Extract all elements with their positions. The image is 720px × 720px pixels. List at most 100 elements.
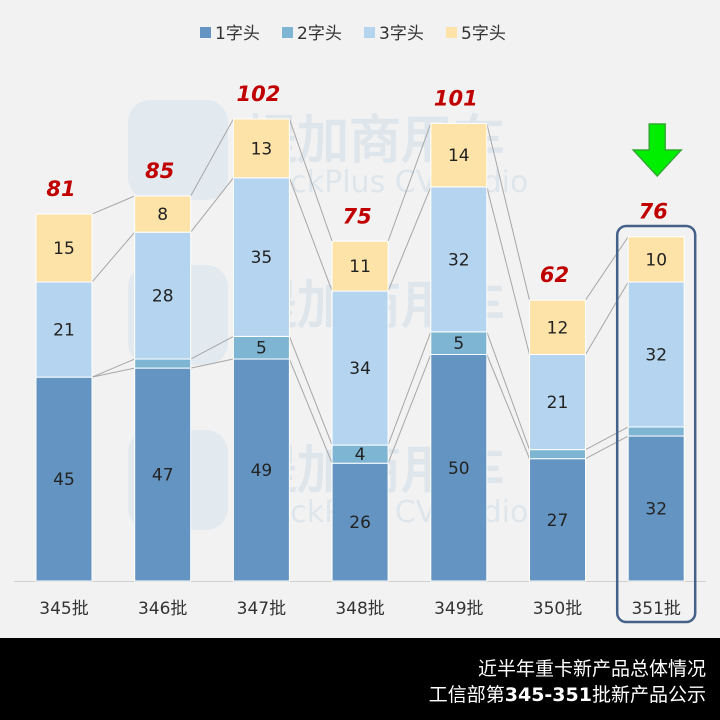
bar-segment-2字头 — [529, 449, 586, 460]
bar-segment-2字头 — [134, 358, 192, 369]
series-connector-line — [190, 118, 234, 197]
footer-prefix: 工信部第 — [428, 684, 505, 706]
category-tick-label: 348批 — [335, 599, 384, 619]
series-connector-line — [387, 331, 432, 446]
legend-label: 1字头 — [215, 24, 260, 44]
series-connector-line — [585, 426, 629, 451]
category-tick-label: 347批 — [237, 599, 286, 619]
segment-value-label: 32 — [645, 500, 667, 520]
segment-value-label: 12 — [547, 318, 569, 338]
segment-value-label: 21 — [53, 321, 75, 341]
bar-segment-1字头 — [430, 354, 488, 582]
segment-value-label: 26 — [349, 513, 371, 533]
footer-title: 近半年重卡新产品总体情况 — [477, 658, 706, 680]
segment-value-label: 13 — [251, 139, 273, 159]
series-connector-line — [486, 123, 530, 301]
legend-swatch — [200, 27, 211, 38]
footer-suffix: 批新产品公示 — [591, 684, 706, 706]
segment-value-label: 50 — [448, 459, 470, 479]
bar-segment-3字头 — [430, 186, 488, 333]
series-connector-line — [387, 354, 432, 464]
segment-value-label: 34 — [349, 359, 371, 379]
segment-value-label: 4 — [355, 445, 366, 465]
series-connector-line — [190, 177, 234, 233]
total-value-label: 62 — [540, 263, 569, 287]
series-connector-line — [288, 177, 333, 292]
series-connector-line — [585, 236, 629, 301]
segment-value-label: 15 — [53, 239, 75, 259]
bar-segment-1字头 — [331, 462, 389, 582]
legend-label: 2字头 — [297, 24, 342, 44]
category-tick-label: 349批 — [434, 599, 483, 619]
bar-segment-1字头 — [232, 358, 290, 582]
legend-label: 5字头 — [461, 24, 506, 44]
watermark-logo — [128, 100, 228, 200]
segment-value-label: 11 — [349, 257, 371, 277]
series-connector-line — [91, 195, 135, 215]
series-connector-line — [91, 358, 135, 378]
segment-value-label: 21 — [547, 393, 569, 413]
series-connector-line — [387, 186, 432, 292]
series-connector-line — [585, 281, 629, 355]
bar-segment-5字头 — [134, 195, 192, 233]
legend-swatch — [446, 27, 457, 38]
bar-segment-3字头 — [35, 281, 93, 378]
series-connector-line — [91, 231, 136, 283]
category-tick-label: 350批 — [533, 599, 582, 619]
category-tick-label: 346批 — [138, 599, 187, 619]
bar-segment-5字头 — [232, 118, 290, 179]
bar-segment-3字头 — [627, 281, 685, 428]
category-tick-label: 351批 — [631, 599, 680, 619]
series-connector-line — [288, 118, 333, 242]
series-connector-line — [486, 331, 530, 450]
total-value-label: 85 — [145, 159, 174, 183]
series-connector-line — [585, 435, 629, 460]
segment-value-label: 32 — [645, 346, 667, 366]
series-connector-line — [486, 186, 530, 355]
legend-swatch — [282, 27, 293, 38]
segment-value-label: 45 — [53, 470, 75, 490]
bar-segment-5字头 — [529, 299, 586, 356]
segment-value-label: 8 — [157, 205, 168, 225]
series-connector-line — [288, 336, 333, 446]
total-value-label: 75 — [342, 204, 371, 228]
bar-segment-3字头 — [529, 354, 586, 451]
segment-value-label: 14 — [448, 146, 470, 166]
series-connector-line — [288, 358, 333, 464]
footer-range: 345-351 — [504, 684, 592, 706]
total-value-label: 102 — [236, 82, 280, 106]
bar-segment-5字头 — [430, 122, 488, 188]
segment-value-label: 32 — [448, 250, 470, 270]
bar-segment-3字头 — [331, 290, 389, 446]
series-connector-line — [387, 123, 432, 242]
bar-segment-1字头 — [35, 376, 93, 582]
legend-label: 3字头 — [379, 24, 424, 44]
segment-value-label: 28 — [152, 287, 174, 307]
series-connector-line — [486, 354, 530, 459]
footer-subtitle: 工信部第345-351批新产品公示 — [429, 680, 706, 707]
segment-value-label: 5 — [256, 339, 267, 359]
bar-segment-1字头 — [529, 458, 586, 582]
segment-value-label: 49 — [251, 461, 273, 481]
bar-segment-5字头 — [331, 240, 389, 292]
bar-segment-5字头 — [627, 236, 685, 283]
total-value-label: 81 — [46, 177, 75, 201]
bar-segment-3字头 — [232, 177, 290, 337]
bar-segment-5字头 — [35, 213, 93, 283]
segment-value-label: 5 — [453, 334, 464, 354]
segment-value-label: 10 — [645, 250, 667, 270]
series-connector-line — [190, 358, 234, 369]
total-value-label: 101 — [434, 86, 478, 110]
category-tick-label: 345批 — [39, 599, 88, 619]
segment-value-label: 35 — [251, 248, 273, 268]
bar-segment-3字头 — [134, 231, 192, 360]
footer-band: 近半年重卡新产品总体情况 工信部第345-351批新产品公示 — [0, 638, 720, 720]
bar-segment-1字头 — [134, 367, 192, 582]
total-value-label: 76 — [639, 200, 668, 224]
bar-segment-2字头 — [627, 426, 685, 437]
legend-swatch — [364, 27, 375, 38]
segment-value-label: 27 — [547, 511, 569, 531]
series-connector-line — [91, 367, 135, 378]
segment-value-label: 47 — [152, 466, 174, 486]
